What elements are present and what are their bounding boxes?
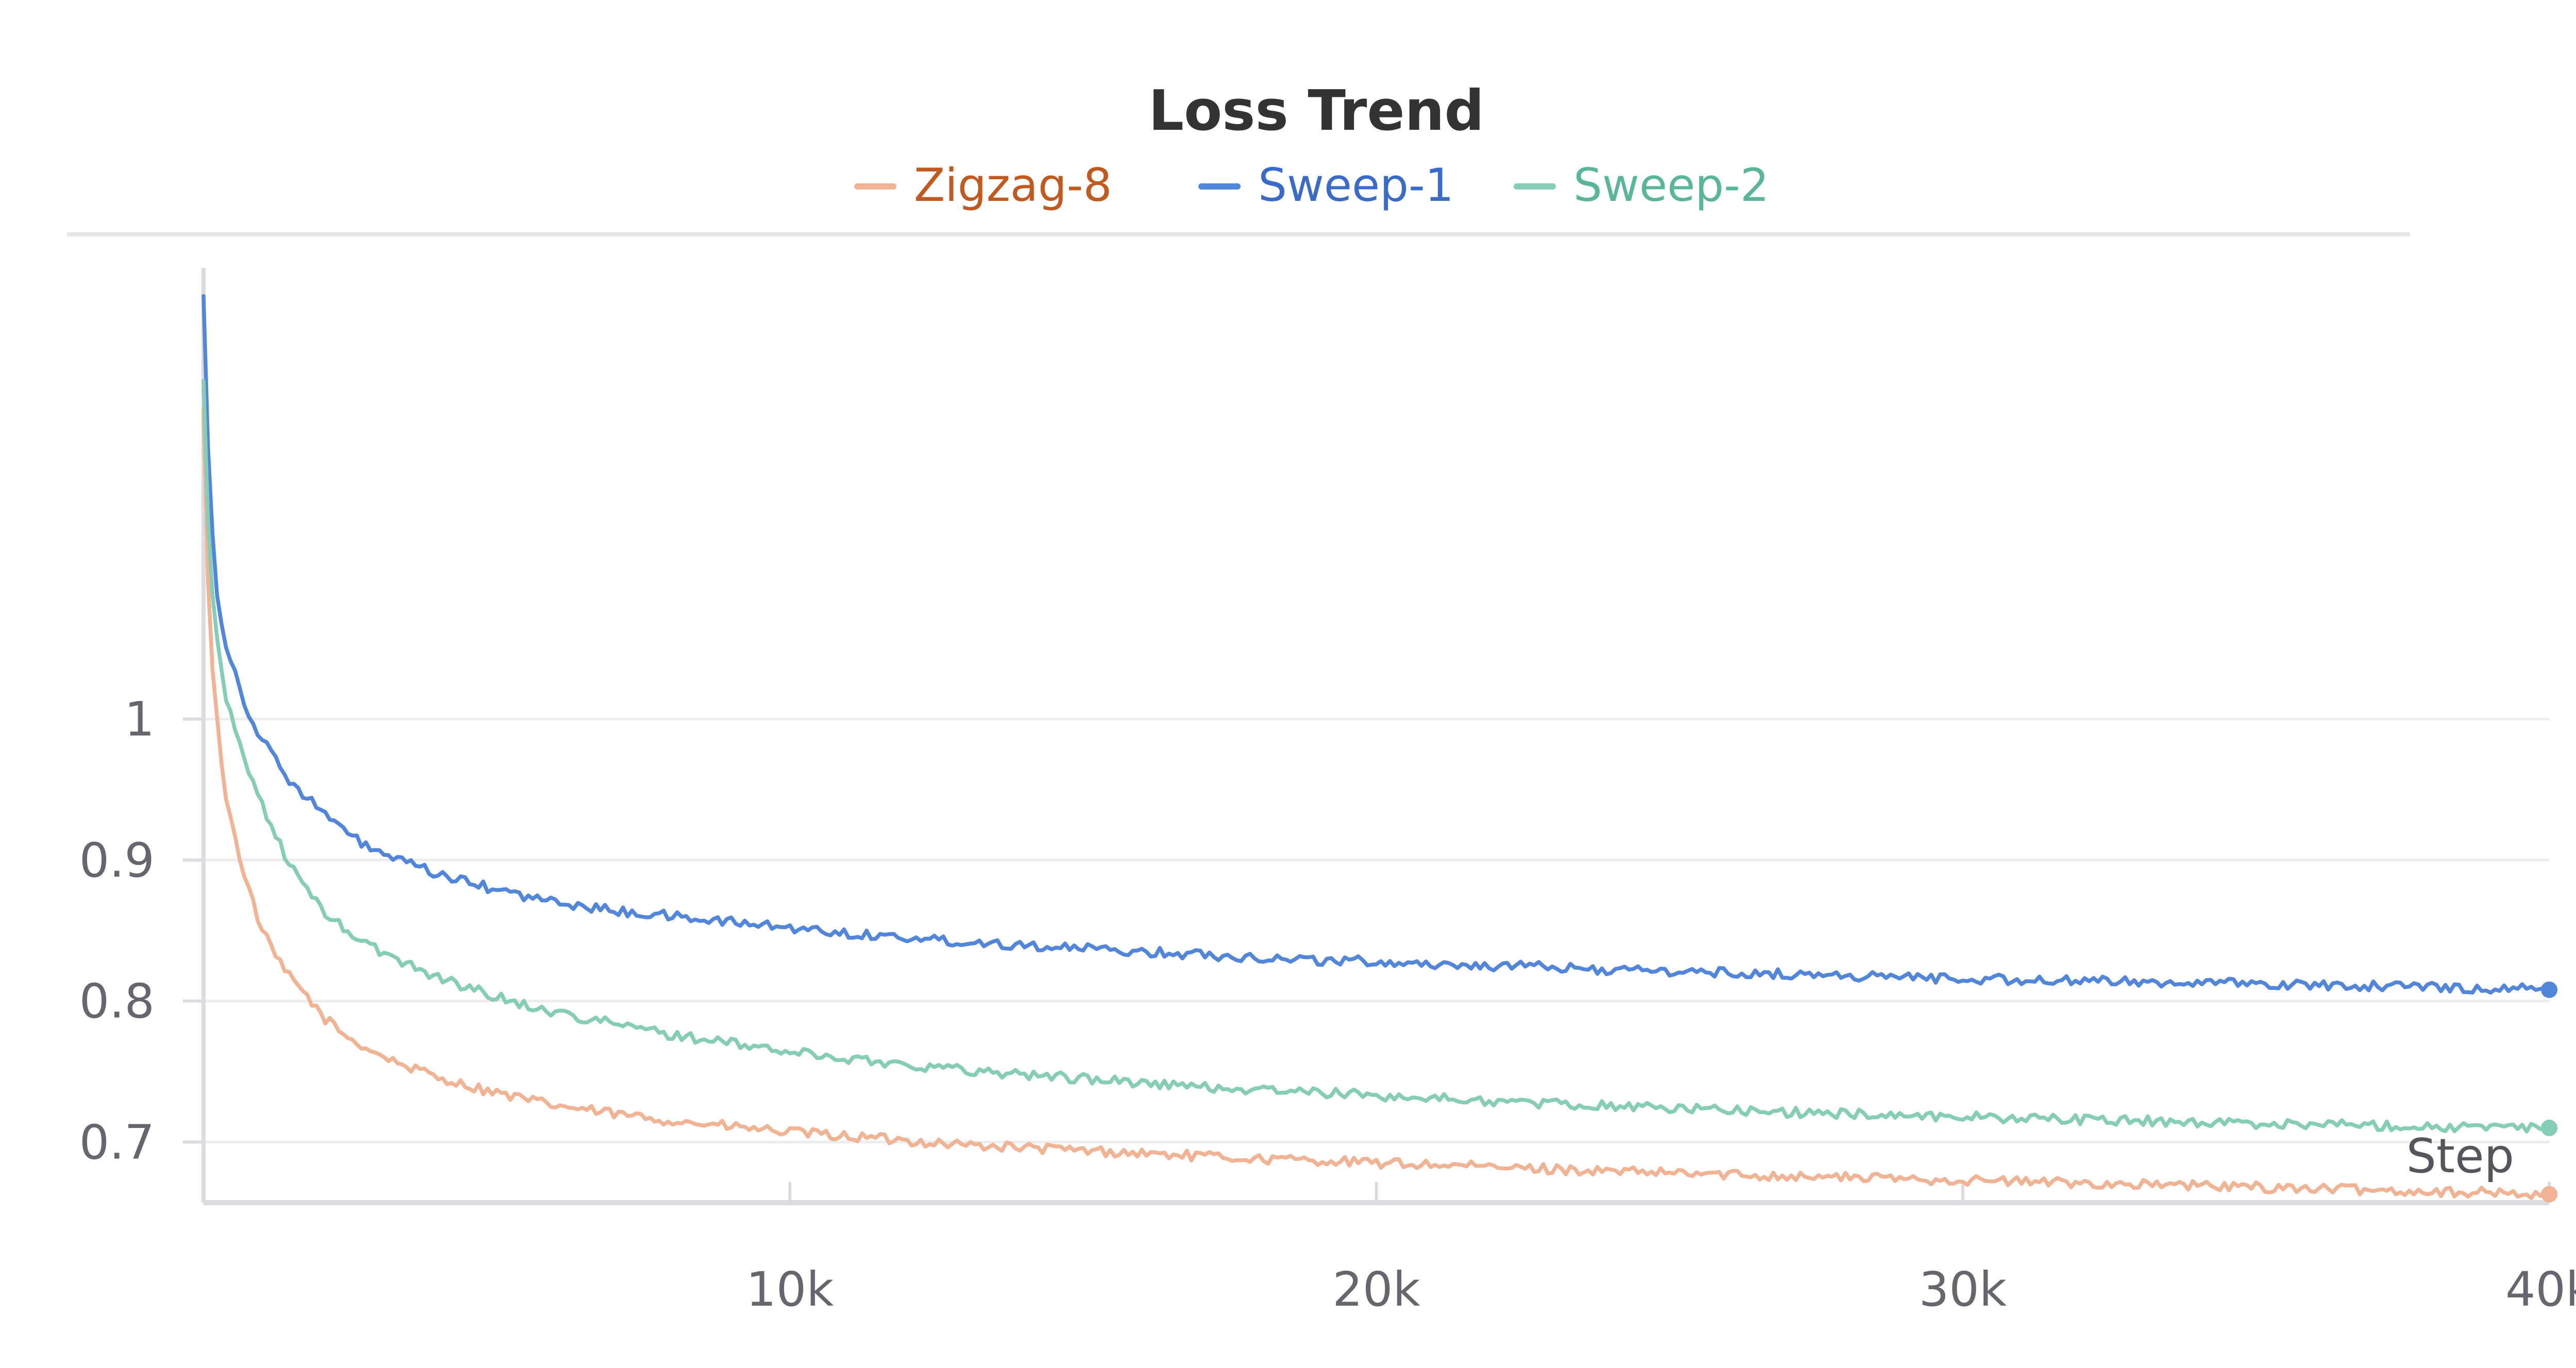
grid	[204, 717, 2549, 1143]
y-axis: 0.7 0.8 0.9 1	[79, 268, 206, 1203]
x-axis-title: Step	[2406, 1128, 2514, 1184]
legend-item-sweep-2[interactable]: Sweep-2	[1514, 159, 1769, 212]
x-axis: 10k 20k 30k 40k	[204, 1182, 2576, 1317]
legend-item-sweep-1[interactable]: Sweep-1	[1198, 159, 1454, 212]
series-line-sweep-2[interactable]	[201, 379, 2551, 1134]
x-tick-label: 10k	[746, 1262, 834, 1317]
series-line-sweep-1[interactable]	[201, 294, 2551, 995]
series-end-point-sweep-2	[2541, 1119, 2557, 1136]
x-tick-label: 20k	[1332, 1262, 1420, 1317]
x-tick-label: 30k	[1919, 1262, 2007, 1317]
legend-item-zigzag-8[interactable]: Zigzag-8	[854, 159, 1112, 212]
x-tick-label: 40k	[2505, 1262, 2576, 1317]
y-tick-label: 0.7	[79, 1115, 155, 1170]
y-tick-label: 0.8	[79, 974, 155, 1029]
legend-label: Sweep-1	[1258, 159, 1454, 212]
legend-label: Zigzag-8	[914, 159, 1112, 212]
y-tick-label: 1	[124, 692, 155, 747]
y-tick-label: 0.9	[79, 833, 155, 888]
series-end-point-sweep-1	[2541, 981, 2557, 998]
chart-title: Loss Trend	[1148, 79, 1484, 143]
series-end-point-zigzag-8	[2541, 1186, 2557, 1203]
legend[interactable]: Zigzag-8 Sweep-1 Sweep-2	[854, 159, 1769, 212]
legend-label: Sweep-2	[1573, 159, 1769, 212]
series-layer[interactable]	[201, 294, 2551, 1200]
series-line-zigzag-8[interactable]	[201, 407, 2551, 1200]
marker-layer	[2541, 981, 2557, 1203]
